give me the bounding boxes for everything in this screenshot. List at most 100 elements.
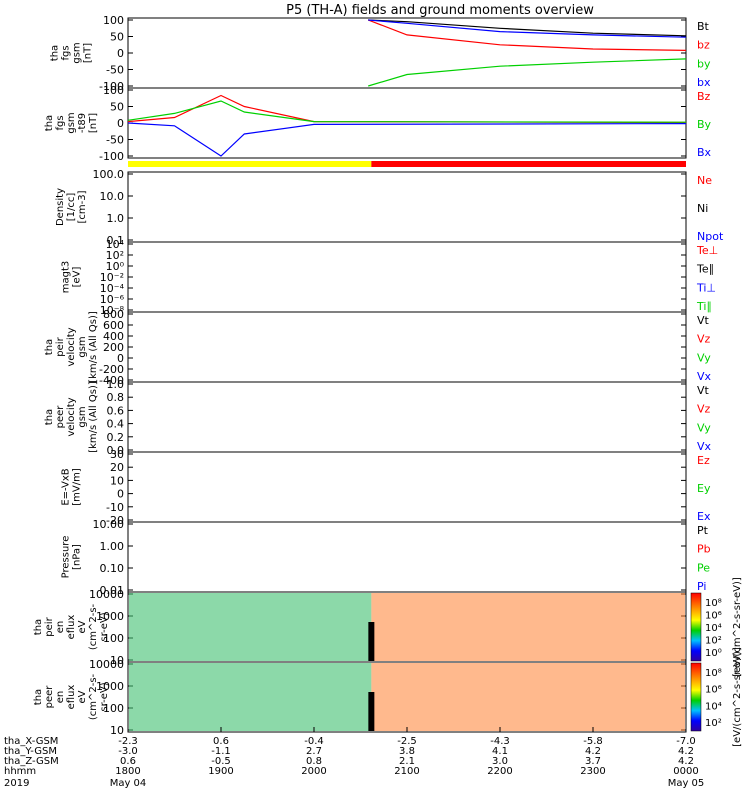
y-tick-label: 0.4 xyxy=(107,418,125,431)
legend-entry: Pe xyxy=(697,561,710,574)
y-tick-label: 10⁰ xyxy=(106,260,125,273)
colorbar-tick-label: 10⁸ xyxy=(705,668,722,679)
y-tick-label: 10.00 xyxy=(93,518,125,531)
y-tick-label: -20 xyxy=(106,514,124,527)
y-tick-label: 0 xyxy=(117,47,124,60)
time-tick-label: 2.1 xyxy=(399,756,415,767)
legend-entry: Ti∥ xyxy=(696,300,712,313)
legend-entry: Bz xyxy=(697,90,711,103)
time-tick-label: May 05 xyxy=(668,778,705,789)
y-tick-label: 10⁴ xyxy=(106,238,125,251)
y-tick-label: 10 xyxy=(110,654,124,667)
time-tick-label: -5.8 xyxy=(583,736,603,747)
legend-entry: Vt xyxy=(697,314,710,327)
y-tick-label: 0 xyxy=(117,352,124,365)
y-tick-label: 1000 xyxy=(96,680,124,693)
y-tick-label: 200 xyxy=(103,341,124,354)
y-tick-label: 10 xyxy=(110,474,124,487)
y-tick-label: 100 xyxy=(103,14,124,27)
spectrogram-region-early xyxy=(129,663,372,731)
legend-entry: Vx xyxy=(697,370,712,383)
y-axis-label: eV xyxy=(77,690,88,703)
y-axis-label: peir xyxy=(44,616,55,636)
legend-entry: Ez xyxy=(697,454,710,467)
y-tick-label: -400 xyxy=(99,374,124,387)
y-tick-label: 0.0 xyxy=(107,444,125,457)
series-Bx-line xyxy=(127,122,687,157)
panel-frame xyxy=(127,521,687,593)
y-axis-label: [nT] xyxy=(83,43,94,63)
panel-frame xyxy=(127,17,687,89)
y-axis-label: en xyxy=(55,621,66,634)
panel-peer-velocity: 1.00.80.60.40.20.0 tha peer velocity gsm [km/… xyxy=(44,378,712,457)
plot-title: P5 (TH-A) fields and ground moments over… xyxy=(286,3,594,18)
y-axis-label: tha xyxy=(33,619,44,635)
legend-entry: Vz xyxy=(697,403,711,416)
legend-entry: Ey xyxy=(697,482,711,495)
time-tick-label: May 04 xyxy=(110,778,147,789)
mode-bar-fast xyxy=(371,161,686,167)
y-axis-label: [mV/m] xyxy=(72,468,83,506)
y-axis-label: gsm xyxy=(66,112,77,133)
time-tick-label: -0.5 xyxy=(211,756,231,767)
colorbar-tick-label: 10² xyxy=(705,718,722,729)
y-tick-label: 100 xyxy=(103,632,124,645)
time-tick-label: -0.4 xyxy=(304,736,324,747)
legend-entry: bz xyxy=(697,39,710,52)
series-By-line xyxy=(127,100,687,123)
y-tick-label: 0.6 xyxy=(107,404,125,417)
legend-entry: Vy xyxy=(697,421,711,434)
panel-frame xyxy=(127,241,687,313)
y-tick-label: 0.10 xyxy=(100,562,125,575)
time-axis-row-label: 2019 xyxy=(4,778,29,789)
legend-entry: Ni xyxy=(697,202,708,215)
time-tick-label: 0.8 xyxy=(306,756,322,767)
time-tick-label: 2000 xyxy=(301,766,326,777)
legend-entry: Npot xyxy=(697,230,724,243)
y-tick-label: 10⁻⁴ xyxy=(100,282,125,295)
y-tick-label: 0 xyxy=(117,488,124,501)
time-tick-label: 0.6 xyxy=(120,756,136,767)
legend-entry: Pt xyxy=(697,524,709,537)
colorbar-gradient xyxy=(690,592,702,662)
panel-peer-eflux: 10000 1000 100 10 tha peer en eflux eV (cm^2-s-sr… xyxy=(33,658,687,737)
colorbar-tick-label: 10² xyxy=(705,636,722,647)
panel-frame xyxy=(127,451,687,523)
y-axis-label: velocity xyxy=(66,397,77,436)
time-tick-label: 4.1 xyxy=(492,746,508,757)
legend-entry: Te∥ xyxy=(696,263,714,276)
y-axis-label: fgs xyxy=(61,45,72,60)
y-axis-label: eV xyxy=(77,620,88,633)
time-tick-label: 2100 xyxy=(394,766,419,777)
time-tick-label: -3.0 xyxy=(118,746,138,757)
y-axis-label: peer xyxy=(55,405,66,429)
time-axis-row-label: hhmm xyxy=(4,766,36,777)
panel-frame xyxy=(127,87,687,159)
y-axis-label: sr-eV) xyxy=(99,612,110,641)
legend-entry: Ex xyxy=(697,510,711,523)
y-axis-label: [nT] xyxy=(88,113,99,133)
y-axis-label: Pressure xyxy=(61,536,72,579)
panel-frame xyxy=(127,171,687,243)
y-axis-label: eflux xyxy=(66,615,77,640)
y-axis-label: [1/cc] xyxy=(66,193,77,222)
y-axis-label: -t89 xyxy=(77,113,88,133)
y-tick-label: 400 xyxy=(103,330,124,343)
colorbar-peer-eflux: 10⁸ 10⁶ 10⁴ 10² [eV/(cm^2-s-sr-eV)] xyxy=(690,647,743,747)
panel-pressure: 10.00 1.00 0.10 0.01 Pressure [nPa] Pt Pb Pe Pi xyxy=(61,518,711,597)
series-Bt-line xyxy=(368,19,687,37)
y-axis-label: tha xyxy=(44,115,55,131)
colorbar-label: [eV/(cm^2-s-sr-eV)] xyxy=(732,577,743,677)
colorbar-tick-label: 10⁸ xyxy=(705,598,722,609)
panel-fgs-t89: 100 50 0 -50 -100 tha fgs gsm -t89 [nT] Bz By Bx xyxy=(44,84,712,163)
panel-fgs: 100 50 0 -50 -100 tha fgs gsm [nT] Bt bz by bx xyxy=(50,14,711,93)
series-Bz-line xyxy=(127,94,687,124)
y-tick-label: 100 xyxy=(103,84,124,97)
y-axis-label: peir xyxy=(55,336,66,356)
y-tick-label: 1.0 xyxy=(107,212,125,225)
colorbar-tick-label: 10⁰ xyxy=(705,648,722,659)
spectrogram-region-early xyxy=(129,593,372,661)
